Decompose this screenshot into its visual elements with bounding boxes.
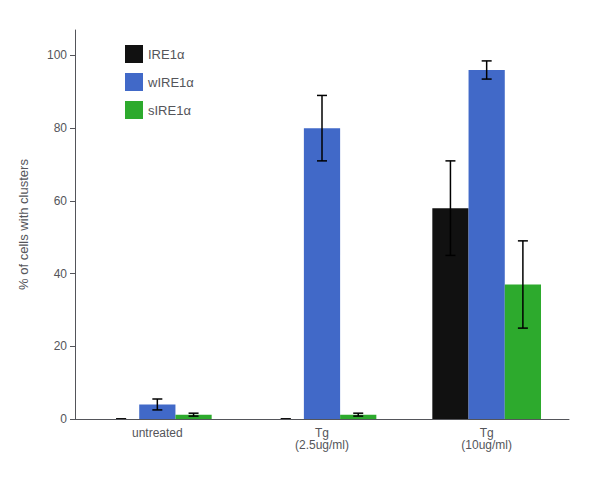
svg-text:Tg: Tg	[315, 426, 329, 440]
svg-text:(2.5ug/ml): (2.5ug/ml)	[295, 438, 349, 452]
svg-text:60: 60	[54, 194, 68, 208]
svg-text:wIRE1α: wIRE1α	[147, 75, 194, 90]
svg-text:20: 20	[54, 339, 68, 353]
svg-text:40: 40	[54, 267, 68, 281]
svg-text:100: 100	[47, 48, 67, 62]
svg-text:untreated: untreated	[132, 426, 183, 440]
svg-text:% of cells with clusters: % of cells with clusters	[16, 159, 31, 290]
svg-text:(10ug/ml): (10ug/ml)	[461, 438, 512, 452]
svg-text:80: 80	[54, 121, 68, 135]
svg-text:IRE1α: IRE1α	[148, 47, 185, 62]
svg-text:sIRE1α: sIRE1α	[148, 103, 191, 118]
svg-text:Tg: Tg	[479, 426, 494, 440]
svg-text:0: 0	[60, 412, 67, 426]
